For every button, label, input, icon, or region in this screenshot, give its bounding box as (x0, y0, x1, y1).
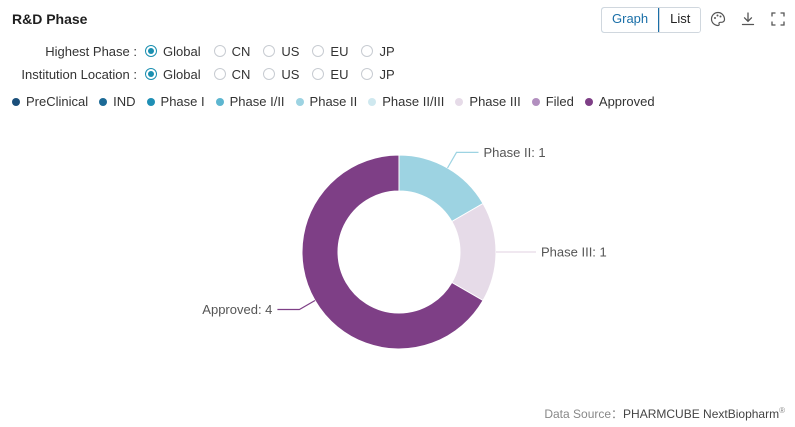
legend-item-phase-i-ii[interactable]: Phase I/II (215, 94, 285, 109)
legend-item-phase-iii[interactable]: Phase III (455, 94, 521, 109)
legend-label: Phase I/II (229, 94, 285, 109)
legend-label: IND (113, 94, 136, 109)
legend-swatch (146, 97, 155, 106)
legend-label: Phase II/III (382, 94, 445, 109)
institution-location-option-eu[interactable]: EU (312, 67, 348, 82)
institution-location-option-cn[interactable]: CN (213, 67, 250, 82)
legend-item-phase-ii[interactable]: Phase II (295, 94, 358, 109)
legend-item-approved[interactable]: Approved (584, 94, 655, 109)
radio-unchecked (361, 45, 374, 57)
legend-swatch (295, 97, 304, 106)
registered-mark: ® (779, 406, 785, 415)
data-source-name: PHARMCUBE NextBiopharm (623, 407, 780, 421)
data-source-label: Data Source： (544, 407, 624, 421)
legend-label: Phase I (160, 94, 205, 109)
data-source-note: Data Source：PHARMCUBE NextBiopharm® (544, 405, 785, 422)
data-label: Phase III: 1 (541, 245, 607, 260)
fullscreen-icon[interactable] (769, 10, 787, 28)
legend-swatch (531, 97, 540, 106)
radio-unchecked (263, 45, 276, 57)
highest-phase-option-global[interactable]: Global (145, 44, 201, 59)
view-toggle: Graph List (601, 7, 702, 33)
data-label: Phase II: 1 (484, 145, 546, 160)
legend-swatch (215, 97, 224, 106)
highest-phase-filter: Highest Phase : Global CN US EU JP (0, 42, 408, 60)
download-icon[interactable] (739, 10, 757, 28)
radio-unchecked (312, 68, 325, 80)
slice-approved[interactable] (301, 154, 484, 350)
legend-swatch (368, 97, 377, 106)
leader-line (446, 151, 479, 169)
radio-unchecked (263, 68, 276, 80)
graph-view-button[interactable]: Graph (602, 8, 660, 32)
legend-label: Filed (545, 94, 574, 109)
legend-swatch (99, 97, 108, 106)
highest-phase-option-us[interactable]: US (263, 44, 299, 59)
chart-title: R&D Phase (12, 11, 88, 27)
legend-label: Phase II (309, 94, 358, 109)
legend-label: Phase III (469, 94, 521, 109)
legend-item-preclinical[interactable]: PreClinical (12, 94, 88, 109)
legend-item-ind[interactable]: IND (99, 94, 136, 109)
institution-location-option-global[interactable]: Global (145, 67, 201, 82)
leader-line (277, 299, 316, 311)
highest-phase-label: Highest Phase : (45, 43, 137, 59)
highest-phase-option-jp[interactable]: JP (361, 44, 395, 59)
legend-swatch (584, 97, 593, 106)
institution-location-label: Institution Location : (21, 66, 137, 82)
radio-checked (145, 68, 157, 80)
radio-unchecked (213, 45, 226, 57)
institution-location-filter: Institution Location : Global CN US EU J… (0, 65, 408, 83)
institution-location-option-us[interactable]: US (263, 67, 299, 82)
list-view-button[interactable]: List (659, 8, 701, 32)
highest-phase-option-cn[interactable]: CN (213, 44, 250, 59)
chart-legend: PreClinical IND Phase I Phase I/II Phase II P… (12, 94, 666, 109)
highest-phase-option-eu[interactable]: EU (312, 44, 348, 59)
legend-label: Approved (598, 94, 655, 109)
radio-unchecked (312, 45, 325, 57)
legend-swatch (12, 97, 20, 106)
palette-icon[interactable] (709, 10, 727, 28)
radio-unchecked (361, 68, 374, 80)
legend-item-phase-ii-iii[interactable]: Phase II/III (368, 94, 444, 109)
radio-unchecked (213, 68, 226, 80)
data-label: Approved: 4 (202, 302, 272, 317)
legend-swatch (455, 97, 464, 106)
institution-location-option-jp[interactable]: JP (361, 67, 395, 82)
legend-label: PreClinical (26, 94, 89, 109)
legend-item-phase-i[interactable]: Phase I (146, 94, 205, 109)
legend-item-filed[interactable]: Filed (531, 94, 574, 109)
radio-checked (145, 45, 157, 57)
